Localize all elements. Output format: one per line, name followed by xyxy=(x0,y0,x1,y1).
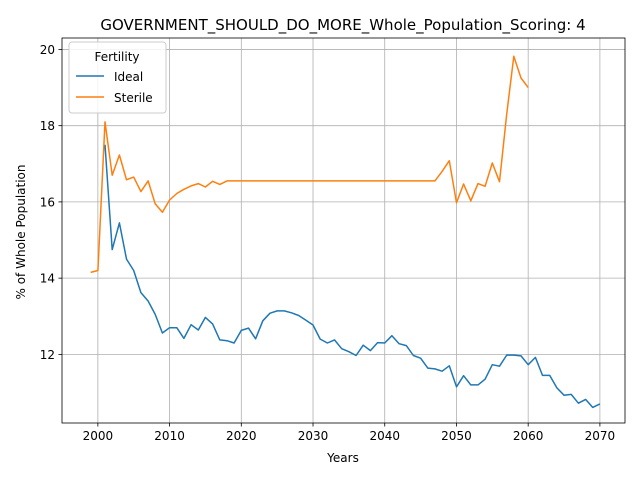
grid xyxy=(62,38,625,423)
x-tick-label: 2050 xyxy=(441,429,472,443)
legend-label-sterile: Sterile xyxy=(114,91,153,105)
series-line-ideal xyxy=(104,144,601,409)
series-line-sterile xyxy=(90,55,529,274)
x-tick-label: 2010 xyxy=(154,429,185,443)
legend-label-ideal: Ideal xyxy=(114,70,143,84)
y-tick-label: 14 xyxy=(40,272,55,286)
y-tick-label: 16 xyxy=(40,195,55,209)
y-tick-label: 20 xyxy=(40,43,55,57)
x-tick-label: 2020 xyxy=(226,429,257,443)
x-tick-label: 2030 xyxy=(298,429,329,443)
legend: Fertility Ideal Sterile xyxy=(68,41,167,114)
x-axis-label: Years xyxy=(326,451,359,465)
plot-area xyxy=(61,37,626,424)
x-tick-label: 2000 xyxy=(83,429,114,443)
x-tick-label: 2040 xyxy=(369,429,400,443)
chart-title: GOVERNMENT_SHOULD_DO_MORE_Whole_Populati… xyxy=(100,16,585,35)
x-axis-ticks: 2000 2010 2020 2030 2040 2050 2060 2070 xyxy=(83,423,616,443)
x-tick-label: 2070 xyxy=(585,429,616,443)
y-tick-label: 18 xyxy=(40,119,55,133)
series-lines xyxy=(90,55,601,409)
y-tick-label: 12 xyxy=(40,348,55,362)
y-axis-label: % of Whole Population xyxy=(14,165,28,300)
x-tick-label: 2060 xyxy=(513,429,544,443)
y-axis-ticks: 12 14 16 18 20 xyxy=(40,43,62,362)
legend-frame xyxy=(68,41,167,114)
legend-title: Fertility xyxy=(94,50,139,64)
